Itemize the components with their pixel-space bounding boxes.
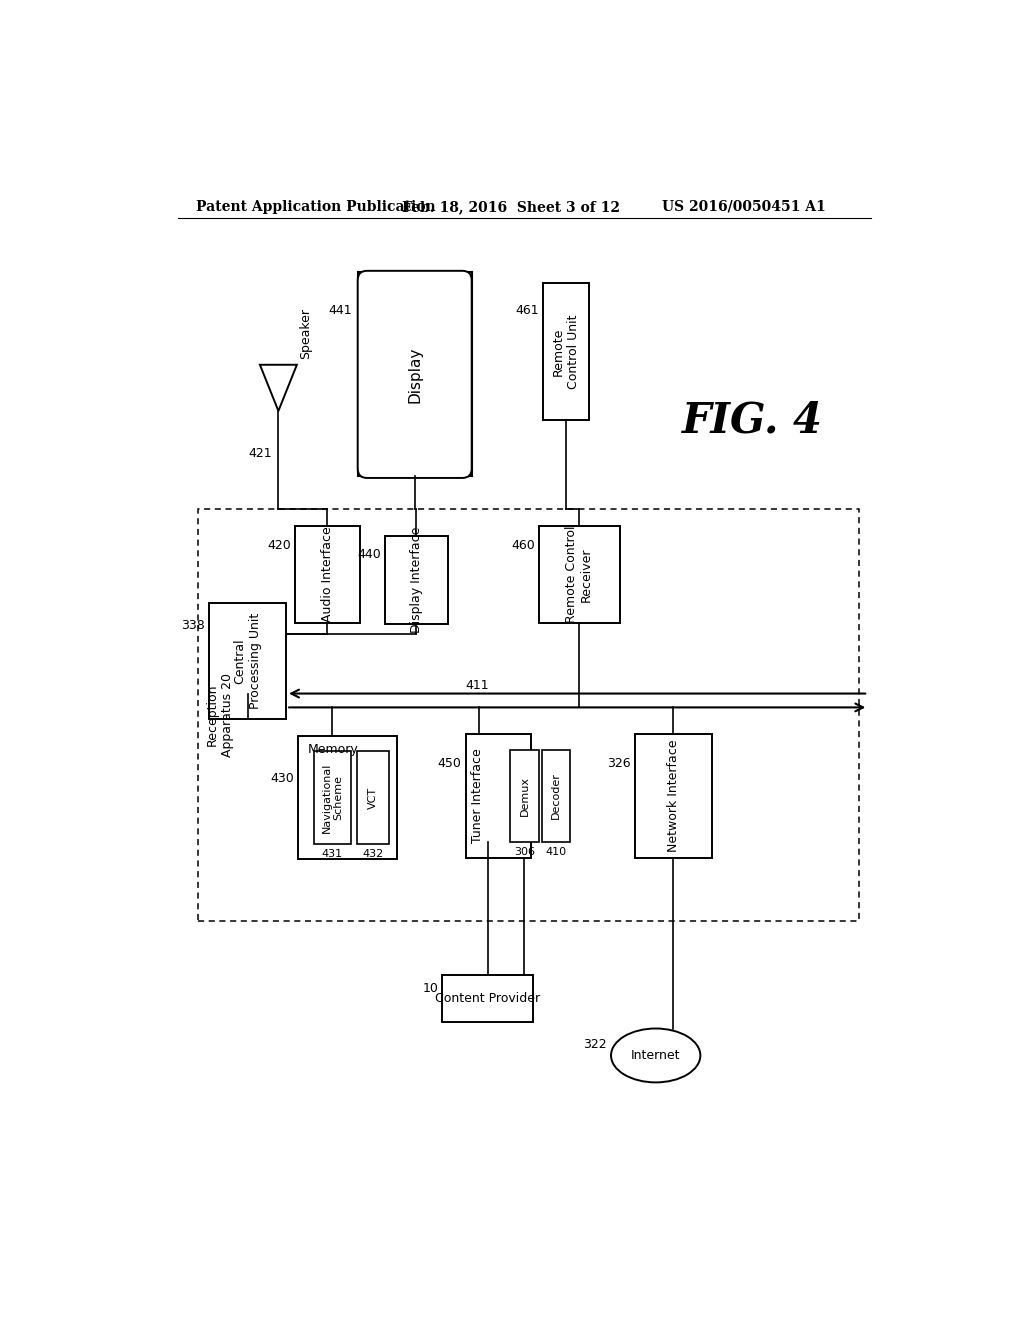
Text: Display Interface: Display Interface	[410, 527, 423, 634]
Text: Audio Interface: Audio Interface	[321, 527, 334, 623]
Ellipse shape	[611, 1028, 700, 1082]
Text: 441: 441	[328, 305, 351, 317]
Text: 322: 322	[584, 1038, 607, 1051]
Text: 326: 326	[607, 758, 631, 770]
Text: Network Interface: Network Interface	[667, 739, 680, 853]
FancyBboxPatch shape	[442, 974, 534, 1022]
FancyBboxPatch shape	[543, 284, 589, 420]
Text: Remote
Control Unit: Remote Control Unit	[552, 314, 580, 389]
FancyBboxPatch shape	[357, 271, 472, 478]
Text: 460: 460	[511, 539, 535, 552]
Polygon shape	[260, 364, 297, 411]
Text: 461: 461	[515, 304, 539, 317]
Text: FIG. 4: FIG. 4	[682, 399, 823, 441]
Text: Feb. 18, 2016  Sheet 3 of 12: Feb. 18, 2016 Sheet 3 of 12	[401, 199, 620, 214]
Text: 421: 421	[249, 446, 272, 459]
FancyBboxPatch shape	[313, 751, 351, 843]
Text: Remote Control
Receiver: Remote Control Receiver	[565, 525, 593, 623]
Text: 411: 411	[466, 680, 489, 693]
Text: Display: Display	[408, 346, 422, 403]
FancyBboxPatch shape	[298, 737, 397, 859]
Text: Tuner Interface: Tuner Interface	[471, 748, 483, 843]
Text: 410: 410	[546, 847, 566, 857]
Text: 430: 430	[270, 772, 295, 785]
Text: 10: 10	[423, 982, 438, 995]
Text: 450: 450	[438, 758, 462, 770]
Text: Content Provider: Content Provider	[435, 991, 541, 1005]
FancyBboxPatch shape	[209, 603, 286, 719]
Text: VCT: VCT	[368, 787, 378, 809]
Text: Patent Application Publication: Patent Application Publication	[196, 199, 435, 214]
Text: 420: 420	[267, 539, 291, 552]
Text: Reception
Apparatus 20: Reception Apparatus 20	[206, 673, 234, 756]
Text: US 2016/0050451 A1: US 2016/0050451 A1	[662, 199, 825, 214]
Text: Demux: Demux	[519, 776, 529, 816]
Text: 306: 306	[514, 847, 535, 857]
FancyBboxPatch shape	[357, 751, 389, 843]
Text: 432: 432	[362, 849, 384, 859]
FancyBboxPatch shape	[539, 527, 620, 623]
FancyBboxPatch shape	[385, 536, 447, 624]
FancyBboxPatch shape	[510, 750, 539, 842]
FancyBboxPatch shape	[357, 272, 472, 477]
Text: Internet: Internet	[631, 1049, 681, 1063]
Text: 338: 338	[180, 619, 205, 631]
Text: Navigational
Scheme: Navigational Scheme	[322, 763, 343, 833]
Text: Speaker: Speaker	[299, 309, 312, 359]
Text: Memory: Memory	[307, 743, 358, 756]
Text: 440: 440	[357, 548, 381, 561]
FancyBboxPatch shape	[635, 734, 712, 858]
Text: Central
Processing Unit: Central Processing Unit	[233, 612, 261, 709]
FancyBboxPatch shape	[542, 750, 570, 842]
FancyBboxPatch shape	[466, 734, 531, 858]
Text: Decoder: Decoder	[551, 772, 561, 820]
FancyBboxPatch shape	[295, 527, 360, 623]
Text: 431: 431	[322, 849, 343, 859]
